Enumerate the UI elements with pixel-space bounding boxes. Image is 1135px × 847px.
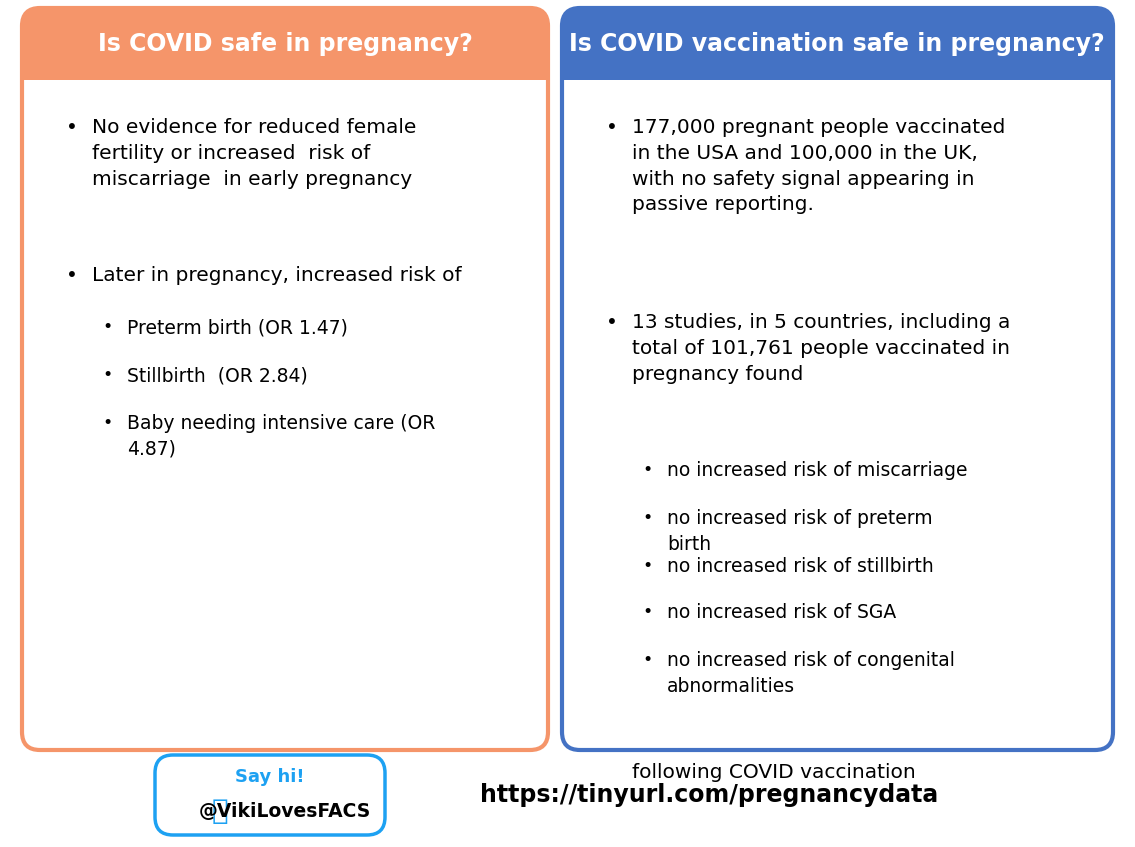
Text: Stillbirth  (OR 2.84): Stillbirth (OR 2.84) xyxy=(127,366,308,385)
Text: •: • xyxy=(642,557,653,575)
Text: •: • xyxy=(642,651,653,669)
Text: •: • xyxy=(66,266,78,285)
Text: Is COVID safe in pregnancy?: Is COVID safe in pregnancy? xyxy=(98,32,472,56)
Text: Preterm birth (OR 1.47): Preterm birth (OR 1.47) xyxy=(127,318,347,337)
Text: Later in pregnancy, increased risk of: Later in pregnancy, increased risk of xyxy=(92,266,462,285)
FancyBboxPatch shape xyxy=(562,8,1113,750)
Text: no increased risk of stillbirth: no increased risk of stillbirth xyxy=(667,557,934,576)
Text: Is COVID vaccination safe in pregnancy?: Is COVID vaccination safe in pregnancy? xyxy=(569,32,1104,56)
FancyBboxPatch shape xyxy=(22,8,548,80)
Text: •: • xyxy=(642,603,653,621)
Text: no increased risk of SGA: no increased risk of SGA xyxy=(667,603,897,622)
Text: @VikiLovesFACS: @VikiLovesFACS xyxy=(199,801,371,821)
Text: https://tinyurl.com/pregnancydata: https://tinyurl.com/pregnancydata xyxy=(480,783,939,807)
Text: no increased risk of preterm
birth: no increased risk of preterm birth xyxy=(667,509,933,554)
Text: 177,000 pregnant people vaccinated
in the USA and 100,000 in the UK,
with no saf: 177,000 pregnant people vaccinated in th… xyxy=(632,118,1006,214)
Text: following COVID vaccination: following COVID vaccination xyxy=(632,763,916,782)
Text: no increased risk of miscarriage: no increased risk of miscarriage xyxy=(667,461,967,480)
Text: •: • xyxy=(606,118,617,137)
Bar xyxy=(22,44,548,80)
FancyBboxPatch shape xyxy=(562,8,1113,80)
Text: Baby needing intensive care (OR
4.87): Baby needing intensive care (OR 4.87) xyxy=(127,414,436,459)
FancyBboxPatch shape xyxy=(155,755,385,835)
Text: •: • xyxy=(66,118,78,137)
Bar xyxy=(562,44,1113,80)
Text: •: • xyxy=(102,318,112,336)
Text: •: • xyxy=(642,509,653,527)
Text: •: • xyxy=(102,366,112,384)
Text: •: • xyxy=(642,461,653,479)
Text: •: • xyxy=(102,414,112,432)
Text: 13 studies, in 5 countries, including a
total of 101,761 people vaccinated in
pr: 13 studies, in 5 countries, including a … xyxy=(632,313,1010,384)
FancyBboxPatch shape xyxy=(22,8,548,750)
Text: 🐦: 🐦 xyxy=(212,797,228,825)
Text: Say hi!: Say hi! xyxy=(235,768,305,786)
Text: No evidence for reduced female
fertility or increased  risk of
miscarriage  in e: No evidence for reduced female fertility… xyxy=(92,118,417,189)
Text: no increased risk of congenital
abnormalities: no increased risk of congenital abnormal… xyxy=(667,651,955,695)
Text: •: • xyxy=(606,313,617,332)
